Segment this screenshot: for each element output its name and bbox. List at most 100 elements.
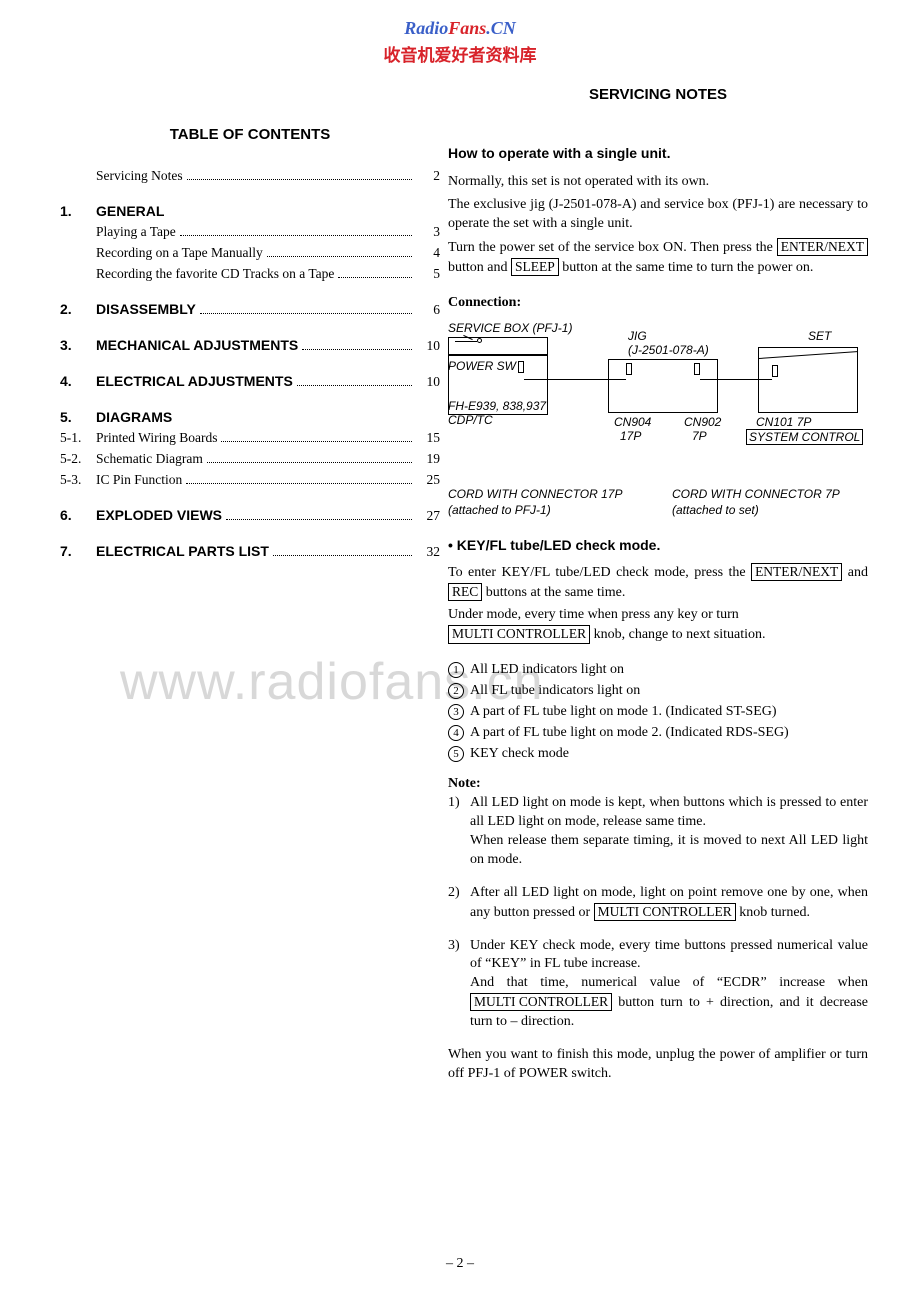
toc-dots (180, 235, 412, 236)
note-text: All LED light on mode is kept, when butt… (470, 794, 868, 870)
toc-subnum: 5-2. (60, 450, 96, 469)
mode-list: 1All LED indicators light on2All FL tube… (448, 659, 868, 764)
jig-model-label: (J-2501-078-A) (628, 343, 709, 357)
enter-next-button-label-2: ENTER/NEXT (751, 563, 842, 581)
header-line-2: 收音机爱好者资料库 (0, 41, 920, 66)
service-box-connector-icon (518, 361, 524, 373)
toc-sublabel: IC Pin Function (96, 471, 182, 490)
mode-text: All LED indicators light on (470, 662, 624, 677)
note-number: 2) (448, 884, 470, 923)
toc-pre-row: Servicing Notes 2 (60, 167, 440, 186)
cord7-label: CORD WITH CONNECTOR 7P (672, 487, 840, 503)
toc-section: 4.ELECTRICAL ADJUSTMENTS 10 (60, 372, 440, 392)
toc-row: 2.DISASSEMBLY6 (60, 300, 440, 320)
mode-item: 3A part of FL tube light on mode 1. (Ind… (448, 701, 868, 722)
p7-label: 7P (692, 429, 707, 443)
connection-diagram: SERVICE BOX (PFJ-1) POWER SW FH-E939, 83… (448, 321, 868, 481)
toc-dots (221, 441, 412, 442)
circled-number-icon: 4 (448, 725, 464, 741)
system-control-label: SYSTEM CONTROL (746, 429, 863, 445)
note-text: Under KEY check mode, every time buttons… (470, 937, 868, 1032)
toc-label: MECHANICAL ADJUSTMENTS (96, 336, 298, 356)
toc-dots (273, 555, 412, 556)
circled-number-icon: 3 (448, 704, 464, 720)
toc-sublabel: Recording the favorite CD Tracks on a Ta… (96, 265, 334, 284)
toc-num: 4. (60, 372, 96, 392)
toc-dots (226, 519, 412, 520)
toc-label: ELECTRICAL PARTS LIST (96, 542, 269, 562)
mode-item: 1All LED indicators light on (448, 659, 868, 680)
toc-label: DIAGRAMS (96, 408, 172, 428)
service-box-top (448, 337, 548, 355)
toc-label: EXPLODED VIEWS (96, 506, 222, 526)
cord17-label: CORD WITH CONNECTOR 17P (448, 487, 658, 503)
toc-label: DISASSEMBLY (96, 300, 196, 320)
cord7-sub: (attached to set) (672, 503, 840, 519)
jig-label: JIG (628, 329, 647, 343)
howto-title: How to operate with a single unit. (448, 145, 868, 161)
toc-sublabel: Printed Wiring Boards (96, 429, 217, 448)
k-line-2: Under mode, every time when press any ke… (448, 606, 868, 645)
power-sw-label: POWER SW (448, 359, 516, 373)
toc-subpage: 3 (416, 223, 440, 242)
cn904-label: CN904 (614, 415, 651, 429)
p17-label: 17P (620, 429, 641, 443)
sleep-button-label: SLEEP (511, 258, 559, 276)
toc-dots (338, 277, 412, 278)
mode-item: 4 A part of FL tube light on mode 2. (Ind… (448, 722, 868, 743)
cord17-sub: (attached to PFJ-1) (448, 503, 658, 519)
toc-subpage: 5 (416, 265, 440, 284)
cn902-label: CN902 (684, 415, 721, 429)
toc-dots (207, 462, 412, 463)
toc-dots (267, 256, 412, 257)
toc-subrow: 5-1.Printed Wiring Boards 15 (60, 429, 440, 448)
cn101-label: CN101 7P (756, 415, 811, 429)
mode-text: A part of FL tube light on mode 2. (Indi… (470, 725, 789, 740)
page-number: – 2 – (0, 1256, 920, 1272)
notes-list: 1)All LED light on mode is kept, when bu… (448, 794, 868, 1032)
toc-subrow: Playing a Tape3 (60, 223, 440, 242)
toc-row: 6.EXPLODED VIEWS27 (60, 506, 440, 526)
toc-pre-label: Servicing Notes (96, 167, 183, 186)
set-label: SET (808, 329, 831, 343)
cord-row: CORD WITH CONNECTOR 17P (attached to PFJ… (448, 487, 868, 518)
howto-p2: The exclusive jig (J-2501-078-A) and ser… (448, 196, 868, 234)
toc-section: 2.DISASSEMBLY6 (60, 300, 440, 320)
toc-subpage: 25 (416, 471, 440, 490)
mode-text: All FL tube indicators light on (470, 683, 640, 698)
set-box (758, 347, 858, 413)
toc-page: 32 (416, 543, 440, 562)
toc-label: ELECTRICAL ADJUSTMENTS (96, 372, 293, 392)
fh-label: FH-E939, 838,937 (448, 399, 546, 413)
note-item: 2)After all LED light on mode, light on … (448, 884, 868, 923)
toc-section: 3.MECHANICAL ADJUSTMENTS 10 (60, 336, 440, 356)
toc-sublabel: Schematic Diagram (96, 450, 203, 469)
note-header: Note: (448, 776, 868, 792)
toc-section: 6.EXPLODED VIEWS27 (60, 506, 440, 526)
circled-number-icon: 5 (448, 746, 464, 762)
toc-subnum: 5-1. (60, 429, 96, 448)
toc-subrow: 5-2.Schematic Diagram19 (60, 450, 440, 469)
right-column: SERVICING NOTES How to operate with a si… (448, 86, 868, 1084)
jig-conn-right-icon (694, 363, 700, 375)
toc-subpage: 4 (416, 244, 440, 263)
toc-num: 2. (60, 300, 96, 320)
rec-button-label: REC (448, 583, 482, 601)
toc-dots (200, 313, 412, 314)
howto-p1: Normally, this set is not operated with … (448, 173, 868, 192)
toc-subpage: 15 (416, 429, 440, 448)
toc-section: 7.ELECTRICAL PARTS LIST32 (60, 542, 440, 562)
toc-page: 10 (416, 373, 440, 392)
multi-controller-label: MULTI CONTROLLER (594, 903, 736, 921)
toc-pre-page: 2 (416, 167, 440, 186)
toc-subrow: Recording on a Tape Manually4 (60, 244, 440, 263)
toc-num: 3. (60, 336, 96, 356)
servicing-title: SERVICING NOTES (448, 86, 868, 103)
toc-num: 6. (60, 506, 96, 526)
jig-conn-left-icon (626, 363, 632, 375)
service-box-label: SERVICE BOX (PFJ-1) (448, 321, 572, 335)
header-word-radio: Radio (404, 18, 448, 38)
toc-page: 10 (416, 337, 440, 356)
note-item: 1)All LED light on mode is kept, when bu… (448, 794, 868, 870)
howto-p3: Turn the power set of the service box ON… (448, 238, 868, 278)
